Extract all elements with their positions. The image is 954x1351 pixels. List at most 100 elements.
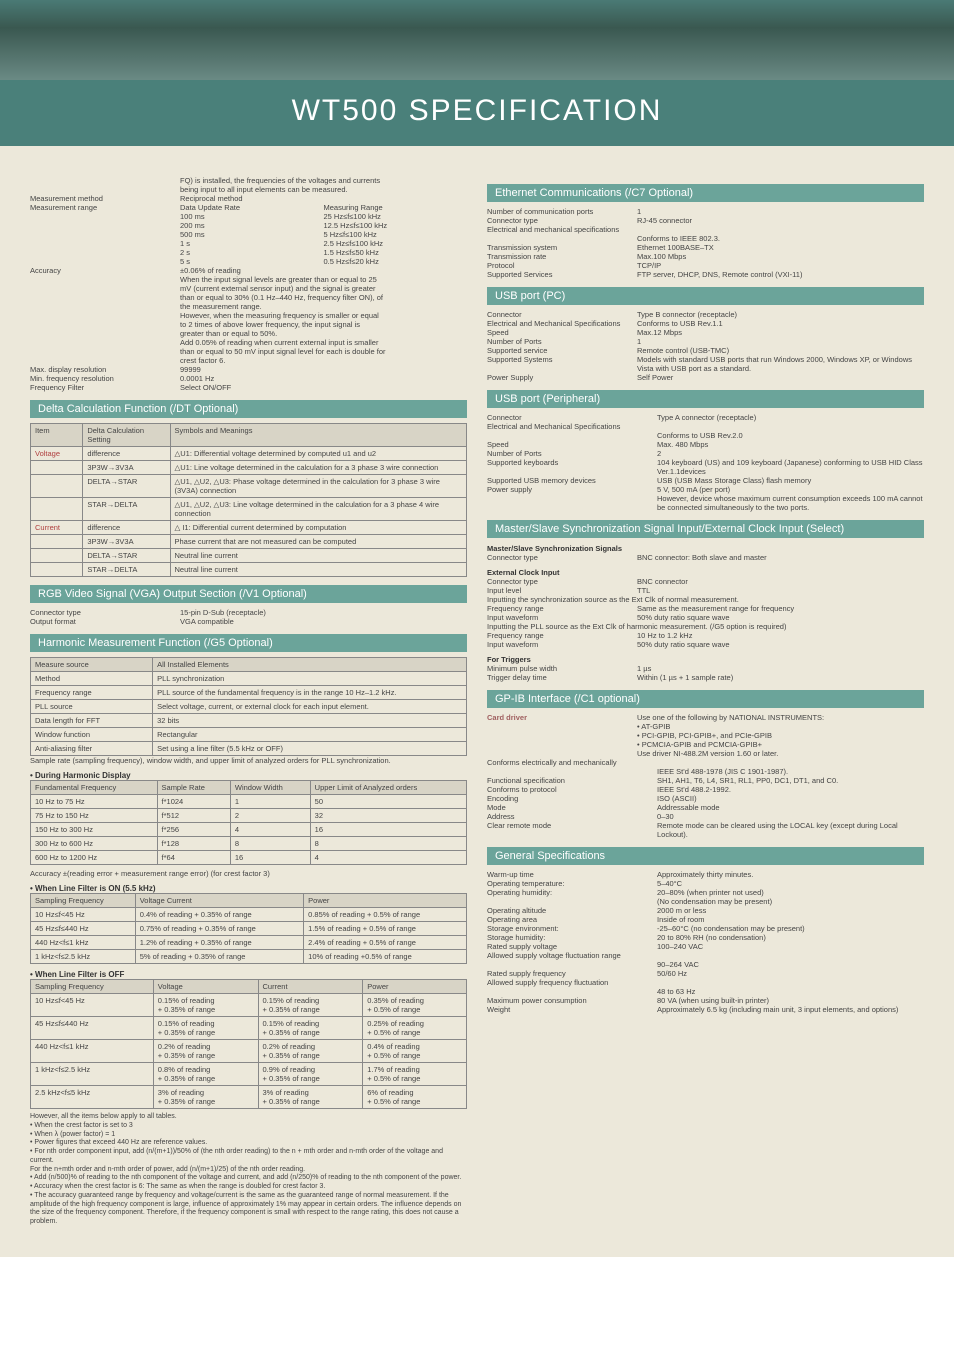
for-triggers-head: For Triggers <box>487 655 924 664</box>
footnote-line: • The accuracy guaranteed range by frequ… <box>30 1192 467 1227</box>
kv-key <box>487 767 657 776</box>
card-driver-label: Card driver <box>487 713 637 758</box>
accuracy-value: ±0.06% of reading <box>180 266 467 275</box>
kv-key: Power supply <box>487 485 657 494</box>
table-cell: 0.2% of reading + 0.35% of range <box>153 1040 258 1063</box>
table-row: STAR→DELTA△U1, △U2, △U3: Line voltage de… <box>31 498 467 521</box>
min-freq-res-label: Min. frequency resolution <box>30 374 180 383</box>
table-cell: △U1: Differential voltage determined by … <box>170 447 467 461</box>
kv-key: Address <box>487 812 657 821</box>
table-cell: Voltage <box>31 447 83 461</box>
table-cell: 0.4% of reading + 0.5% of range <box>363 1040 467 1063</box>
table-row: Voltagedifference△U1: Differential volta… <box>31 447 467 461</box>
footnote-line: • When the crest factor is set to 3 <box>30 1122 467 1131</box>
accuracy-note-line: to 2 times of above lower frequency, the… <box>180 320 467 329</box>
band-delta: Delta Calculation Function (/DT Optional… <box>30 400 467 418</box>
harm-head-0: Measure source <box>31 658 153 672</box>
table-header: Power <box>304 894 467 908</box>
wloff-table: Sampling FrequencyVoltageCurrentPower 10… <box>30 979 467 1109</box>
kv-value: Max.100 Mbps <box>637 252 924 261</box>
kv-value: 48 to 63 Hz <box>657 987 924 996</box>
measuring-range: 0.5 Hz≤f≤20 kHz <box>324 257 468 266</box>
table-cell: 4 <box>310 851 466 865</box>
table-header: Power <box>363 980 467 994</box>
band-harmonic: Harmonic Measurement Function (/G5 Optio… <box>30 634 467 652</box>
rgb-connector-value: 15-pin D-Sub (receptacle) <box>180 608 467 617</box>
table-cell: STAR→DELTA <box>83 563 170 577</box>
usb-peripheral-rows: ConnectorType A connector (receptacle)El… <box>487 413 924 512</box>
left-footnotes: However, all the items below apply to al… <box>30 1113 467 1227</box>
kv-value: Max. 480 Mbps <box>657 440 924 449</box>
table-cell: 10% of reading +0.5% of range <box>304 950 467 964</box>
left-column: FQ) is installed, the frequencies of the… <box>30 176 467 1227</box>
kv-value: Conforms to USB Rev.2.0 <box>657 431 924 440</box>
kv-value: ISO (ASCII) <box>657 794 924 803</box>
table-cell: 0.15% of reading + 0.35% of range <box>153 994 258 1017</box>
kv-value: Conforms to IEEE 802.3. <box>637 234 924 243</box>
kv-value: BNC connector <box>637 577 924 586</box>
table-cell: 0.35% of reading + 0.5% of range <box>363 994 467 1017</box>
measurement-range-label: Measurement range <box>30 203 180 212</box>
kv-value: Within (1 µs + 1 sample rate) <box>637 673 924 682</box>
table-row: 10 Hz≤f<45 Hz0.4% of reading + 0.35% of … <box>31 908 467 922</box>
kv-value: 100–240 VAC <box>657 942 924 951</box>
table-header: Sampling Frequency <box>31 980 154 994</box>
kv-value <box>657 978 924 987</box>
table-row: STAR→DELTANeutral line current <box>31 563 467 577</box>
kv-key: Input waveform <box>487 640 637 649</box>
band-master-slave: Master/Slave Synchronization Signal Inpu… <box>487 520 924 538</box>
kv-key: Connector <box>487 413 657 422</box>
kv-value: USB (USB Mass Storage Class) flash memor… <box>657 476 924 485</box>
accuracy-note-line: the measurement range. <box>180 302 467 311</box>
measurement-method-label: Measurement method <box>30 194 180 203</box>
table-cell: 0.75% of reading + 0.35% of range <box>135 922 303 936</box>
kv-value: 50% duty ratio square wave <box>637 640 924 649</box>
table-cell: 10 Hz≤f<45 Hz <box>31 908 136 922</box>
kv-key <box>487 494 657 512</box>
table-header: Upper Limit of Analyzed orders <box>310 781 466 795</box>
table-row: 150 Hz to 300 Hzf*256416 <box>31 823 467 837</box>
table-cell: Select voltage, current, or external clo… <box>153 700 467 714</box>
table-cell: 1 kHz<f≤2.5 kHz <box>31 1063 154 1086</box>
kv-key: Allowed supply voltage fluctuation range <box>487 951 657 960</box>
table-cell: 6% of reading + 0.5% of range <box>363 1086 467 1109</box>
external-clock-head: External Clock Input <box>487 568 924 577</box>
kv-key <box>487 960 657 969</box>
table-cell: 440 Hz<f≤1 kHz <box>31 1040 154 1063</box>
accuracy-notes: When the input signal levels are greater… <box>30 275 467 365</box>
kv-key: Rated supply frequency <box>487 969 657 978</box>
table-cell: 5% of reading + 0.35% of range <box>135 950 303 964</box>
measuring-range: 12.5 Hz≤f≤100 kHz <box>324 221 468 230</box>
footnote-line: For the n+mth order and n-mth order of p… <box>30 1166 467 1175</box>
table-cell: 3% of reading + 0.35% of range <box>258 1086 363 1109</box>
rgb-connector-label: Connector type <box>30 608 180 617</box>
update-rate: 5 s <box>180 257 324 266</box>
table-cell: 1 <box>230 795 310 809</box>
table-cell: Anti-aliasing filter <box>31 742 153 756</box>
general-rows: Warm-up timeApproximately thirty minutes… <box>487 870 924 1014</box>
kv-value: Remote mode can be cleared using the LOC… <box>657 821 924 839</box>
kv-key: Supported Services <box>487 270 637 279</box>
kv-value: IEEE St'd 488-1978 (JIS C 1901-1987). <box>657 767 924 776</box>
table-cell: 0.15% of reading + 0.35% of range <box>258 1017 363 1040</box>
kv-key: Speed <box>487 328 637 337</box>
kv-key: Electrical and Mechanical Specifications <box>487 319 637 328</box>
kv-key: Connector type <box>487 577 637 586</box>
card-driver-line: • AT-GPIB <box>637 722 924 731</box>
band-usb-pc: USB port (PC) <box>487 287 924 305</box>
band-gpib: GP-IB Interface (/C1 optional) <box>487 690 924 708</box>
table-cell: PLL source of the fundamental frequency … <box>153 686 467 700</box>
band-general: General Specifications <box>487 847 924 865</box>
card-driver-line: • PCI-GPIB, PCI-GPIB+, and PCIe-GPIB <box>637 731 924 740</box>
table-cell: 150 Hz to 300 Hz <box>31 823 158 837</box>
table-cell: difference <box>83 447 170 461</box>
kv-key: Trigger delay time <box>487 673 637 682</box>
table-header: Symbols and Meanings <box>170 424 467 447</box>
table-cell: PLL source <box>31 700 153 714</box>
table-cell: Window function <box>31 728 153 742</box>
ms-sync-line: Inputting the synchronization source as … <box>487 595 924 604</box>
kv-key: Warm-up time <box>487 870 657 879</box>
table-row: 3P3W→3V3APhase current that are not meas… <box>31 535 467 549</box>
table-header: Sampling Frequency <box>31 894 136 908</box>
kv-key: Frequency range <box>487 604 637 613</box>
